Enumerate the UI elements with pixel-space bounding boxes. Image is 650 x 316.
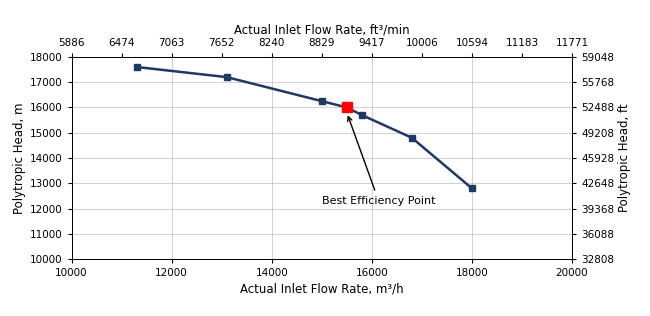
Y-axis label: Polytropic Head, ft: Polytropic Head, ft [618,104,631,212]
Text: Best Efficiency Point: Best Efficiency Point [322,117,436,205]
X-axis label: Actual Inlet Flow Rate, m³/h: Actual Inlet Flow Rate, m³/h [240,282,404,295]
X-axis label: Actual Inlet Flow Rate, ft³/min: Actual Inlet Flow Rate, ft³/min [234,24,410,37]
Y-axis label: Polytropic Head, m: Polytropic Head, m [12,102,25,214]
